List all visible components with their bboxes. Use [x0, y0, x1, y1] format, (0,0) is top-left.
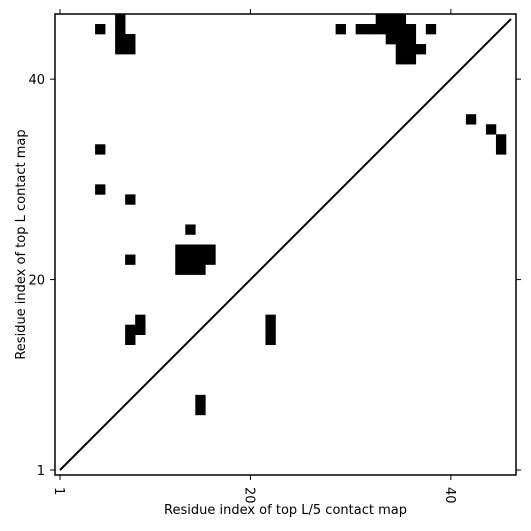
contact-cell	[405, 54, 417, 65]
contact-cell	[185, 224, 196, 235]
contact-cell	[405, 44, 417, 55]
contact-cell	[95, 24, 106, 35]
contact-cell	[175, 264, 186, 275]
diagonal-line	[59, 18, 512, 471]
y-axis-label: Residue index of top L contact map	[14, 129, 29, 359]
contact-cell	[465, 114, 477, 125]
contact-cell	[405, 24, 417, 35]
contact-cell	[385, 24, 397, 35]
contact-cell	[205, 244, 216, 255]
y-tick-label: 1	[37, 464, 45, 479]
contact-cell	[125, 44, 136, 55]
contact-cell	[95, 144, 106, 155]
contact-cell	[415, 44, 427, 55]
x-tick-label: 20	[241, 487, 256, 504]
contact-cell	[375, 14, 387, 25]
contact-cell	[355, 24, 366, 35]
contact-cell	[185, 264, 196, 275]
contact-cell	[385, 14, 397, 25]
contact-cell	[375, 24, 387, 35]
contact-cell	[425, 24, 437, 35]
contact-cell	[265, 314, 276, 325]
contact-cell	[115, 34, 126, 45]
contact-cell	[115, 14, 126, 25]
contact-cell	[365, 24, 376, 35]
plot-frame	[54, 13, 517, 476]
contact-cell	[125, 34, 136, 45]
contact-cells	[95, 14, 507, 416]
contact-cell	[195, 394, 206, 406]
contact-cell	[495, 134, 507, 145]
contact-cell	[195, 404, 206, 416]
contact-cell	[195, 264, 206, 275]
contact-cell	[395, 44, 407, 55]
contact-cell	[125, 324, 136, 335]
contact-cell	[395, 34, 407, 45]
contact-cell	[405, 34, 417, 45]
y-tick-label: 40	[28, 73, 45, 88]
contact-cell	[175, 254, 186, 265]
contact-cell	[335, 24, 346, 35]
contact-cell	[205, 254, 216, 265]
contact-cell	[125, 334, 136, 346]
contact-cell	[125, 254, 136, 265]
axis-ticks: 1 20 40 1 20 40	[28, 9, 521, 504]
contact-cell	[125, 194, 136, 205]
contact-cell	[395, 14, 407, 25]
contact-cell	[195, 244, 206, 255]
x-tick-label: 40	[442, 487, 457, 504]
contact-cell	[195, 254, 206, 265]
contact-cell	[495, 144, 507, 155]
contact-cell	[135, 324, 146, 335]
contact-cell	[265, 324, 276, 335]
contact-cell	[135, 314, 146, 325]
contact-cell	[175, 244, 186, 255]
contact-cell	[485, 124, 497, 135]
contact-cell	[385, 34, 397, 45]
x-axis-label: Residue index of top L/5 contact map	[164, 503, 407, 518]
contact-cell	[395, 24, 407, 35]
contact-cell	[185, 244, 196, 255]
contact-cell	[115, 24, 126, 35]
contact-cell	[265, 334, 276, 346]
contact-cell	[115, 44, 126, 55]
contact-cell	[395, 54, 407, 65]
y-tick-label: 20	[28, 274, 45, 289]
contact-cell	[95, 184, 106, 195]
contact-cell	[185, 254, 196, 265]
x-tick-label: 1	[51, 487, 66, 495]
